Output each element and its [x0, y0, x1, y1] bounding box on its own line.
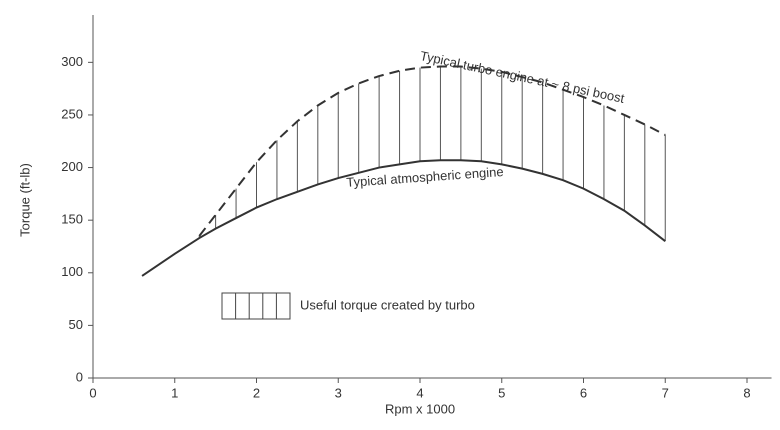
x-tick-label: 4: [416, 385, 423, 400]
x-tick-label: 6: [580, 385, 587, 400]
series-line: [141, 159, 666, 277]
y-tick-label: 250: [61, 106, 83, 121]
y-axis-label: Torque (ft-lb): [17, 163, 32, 237]
y-tick-label: 50: [69, 317, 83, 332]
x-tick-label: 8: [743, 385, 750, 400]
x-tick-label: 0: [89, 385, 96, 400]
series-line: [198, 65, 666, 237]
series-label: Typical atmospheric engine: [346, 164, 504, 190]
y-tick-label: 300: [61, 54, 83, 69]
y-tick-label: 100: [61, 264, 83, 279]
legend-label: Useful torque created by turbo: [300, 297, 475, 312]
y-tick-label: 0: [76, 369, 83, 384]
x-tick-label: 5: [498, 385, 505, 400]
x-tick-label: 3: [335, 385, 342, 400]
x-tick-label: 2: [253, 385, 260, 400]
x-axis-label: Rpm x 1000: [385, 401, 455, 416]
y-tick-label: 150: [61, 212, 83, 227]
x-tick-label: 1: [171, 385, 178, 400]
legend-swatch: [221, 292, 291, 320]
x-tick-label: 7: [662, 385, 669, 400]
y-tick-label: 200: [61, 159, 83, 174]
